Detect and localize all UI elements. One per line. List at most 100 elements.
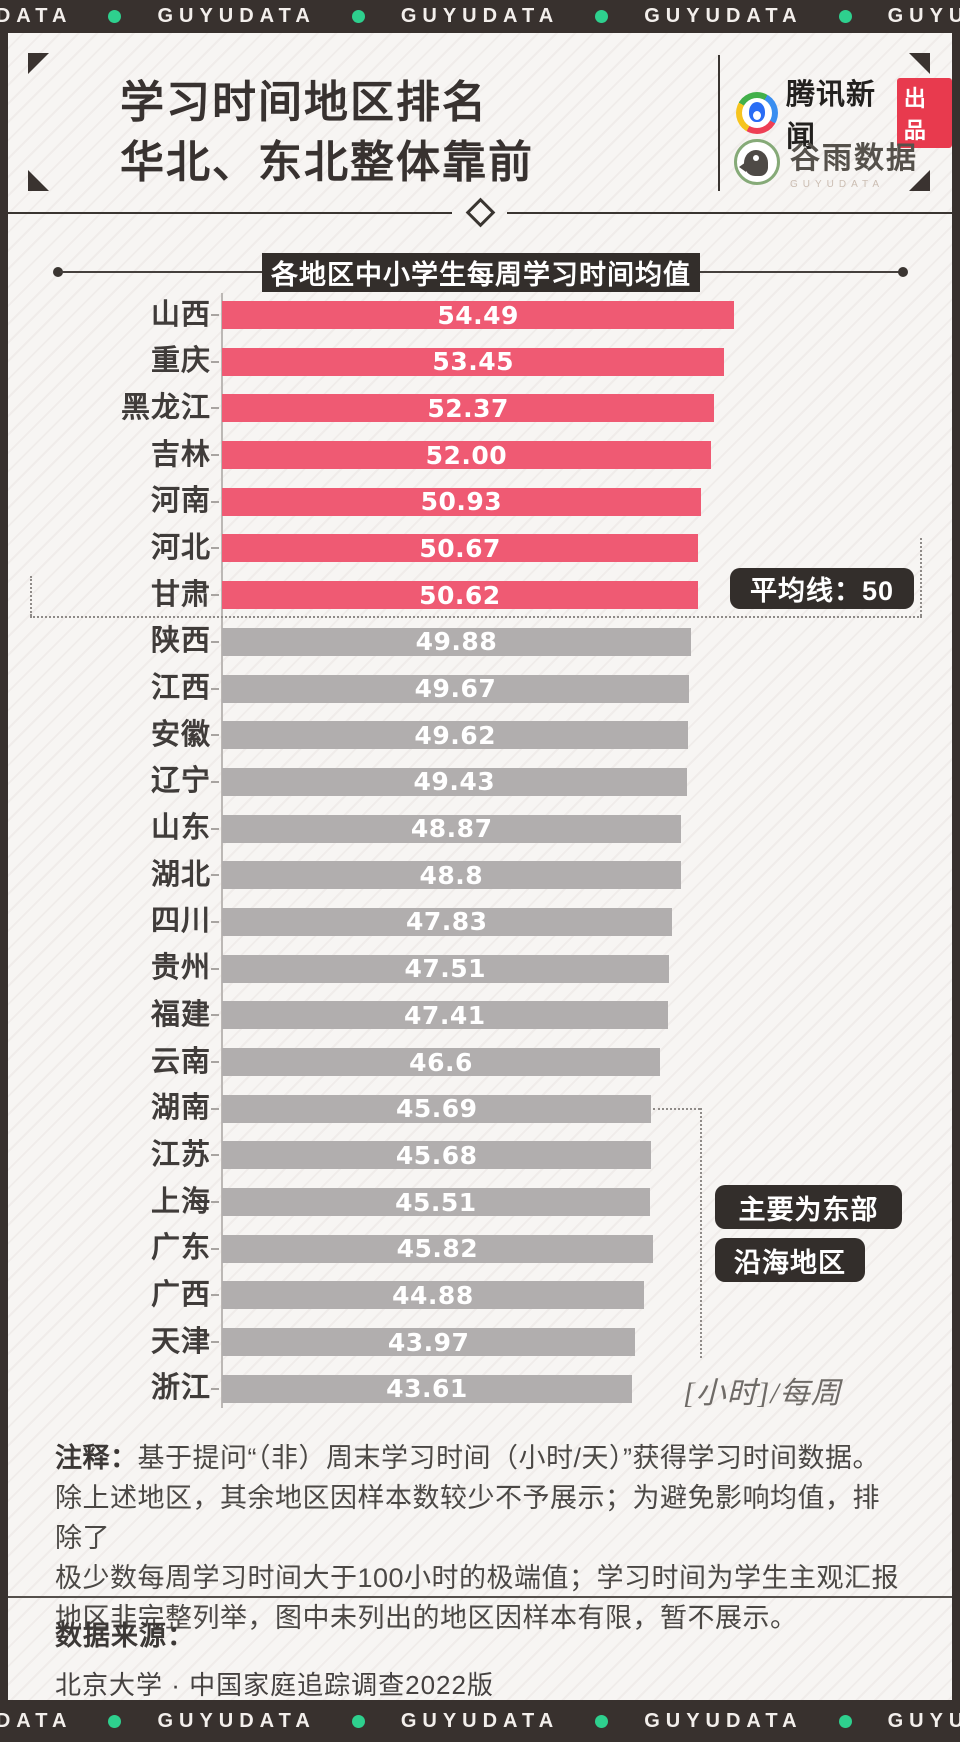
bar-row: 湖南 45.69: [8, 1094, 952, 1124]
bar-row: 甘肃 50.62: [8, 578, 952, 611]
region-label: 河南: [150, 485, 211, 518]
bar-value-label: 45.69: [395, 1094, 478, 1124]
bar-track: 43.61: [222, 1374, 739, 1403]
region-label: 重庆: [150, 345, 211, 378]
corner-mark-icon: [909, 170, 930, 191]
axis-tick: [211, 360, 219, 363]
bar-row: 江西 49.67: [8, 672, 952, 704]
bar-value-label: 49.43: [413, 767, 496, 797]
bar: 49.67: [222, 674, 689, 703]
region-label: 广西: [150, 1278, 211, 1311]
bar-row: 河南 50.93: [8, 485, 952, 518]
bar: 54.49: [222, 301, 735, 330]
note-line: 注释：基于提问“（非）周末学习时间（小时/天）”获得学习时间数据。: [55, 1443, 880, 1473]
banner-text: GUYUDATA: [644, 1709, 803, 1732]
region-label: 上海: [150, 1185, 211, 1218]
region-label: 江西: [150, 672, 211, 704]
region-label: 安徽: [150, 718, 211, 751]
bar: 47.41: [222, 1000, 668, 1030]
axis-tick: [211, 1107, 219, 1110]
ribbon-line-right: [700, 271, 901, 273]
region-label: 广东: [150, 1232, 211, 1265]
bar-value-label: 49.88: [415, 627, 498, 657]
region-label: 甘肃: [150, 578, 211, 611]
tencent-news-brand: 腾讯新闻 出品: [736, 71, 952, 155]
axis-tick: [211, 874, 219, 877]
corner-mark-icon: [909, 53, 930, 74]
bar: 47.83: [222, 907, 672, 937]
bar-value-label: 50.67: [419, 533, 501, 563]
data-source-label: 数据来源：: [55, 1621, 195, 1651]
bar-track: 44.88: [222, 1280, 739, 1310]
bar-track: 50.62: [222, 581, 739, 610]
region-label: 天津: [150, 1325, 211, 1358]
bar-row: 四川 47.83: [8, 905, 952, 938]
bar-track: 47.51: [222, 954, 739, 984]
unit-label: [小时]/每周: [683, 1377, 842, 1410]
bar-track: 48.87: [222, 814, 739, 843]
page-title-line2: 华北、东北整体靠前: [120, 138, 534, 187]
bar-value-label: 44.88: [392, 1280, 474, 1310]
bottom-guyudata-banner: GUYUDATA GUYUDATA GUYUDATA GUYUDATA GUYUDATA: [0, 1700, 960, 1742]
bar-row: 广西 44.88: [8, 1278, 952, 1311]
axis-tick: [211, 1061, 219, 1063]
page-title-line1: 学习时间地区排名: [120, 78, 488, 127]
banner-dot-icon: [838, 10, 852, 23]
east-bracket-top-dash: [653, 1108, 700, 1110]
footnote: 注释：基于提问“（非）周末学习时间（小时/天）”获得学习时间数据。 除上述地区，其…: [55, 1438, 905, 1638]
bar-track: 43.97: [222, 1327, 739, 1357]
bar-value-label: 47.83: [406, 907, 488, 937]
banner-text: GUYUDATA: [157, 5, 316, 27]
axis-tick: [211, 780, 219, 783]
banner-dot-icon: [595, 1714, 609, 1728]
logo-divider: [718, 55, 720, 191]
axis-tick: [211, 1014, 219, 1017]
banner-dot-icon: [595, 10, 609, 23]
corner-mark-icon: [28, 53, 49, 74]
bar-track: 49.67: [222, 674, 739, 703]
bar: 47.51: [222, 954, 669, 984]
bar-value-label: 47.51: [404, 954, 487, 984]
chart-title: 各地区中小学生每周学习时间均值: [262, 253, 700, 292]
bar-track: 48.8: [222, 861, 739, 890]
region-label: 四川: [150, 905, 211, 938]
data-source: 数据来源： 北京大学 · 中国家庭追踪调查2022版: [55, 1614, 494, 1702]
bar: 52.00: [222, 441, 711, 470]
bar-row: 上海 45.51: [8, 1185, 952, 1218]
bar-row: 山西 54.49: [8, 300, 952, 330]
bar-value-label: 47.41: [404, 1000, 486, 1030]
bar-track: 50.67: [222, 533, 739, 563]
chupin-badge: 出品: [896, 78, 952, 148]
note-line: 极少数每周学习时间大于100小时的极端值；学习时间为学生主观汇报: [55, 1563, 900, 1593]
banner-text: GUYUDATA: [400, 1709, 560, 1732]
region-label: 浙江: [150, 1372, 211, 1405]
banner-text: GUYUDATA: [157, 1709, 316, 1732]
axis-tick: [211, 640, 219, 643]
bar: 50.67: [222, 533, 699, 563]
axis-tick: [211, 1341, 219, 1344]
bar-row: 安徽 49.62: [8, 718, 952, 751]
guyu-data-brand: 谷雨数据 GUYUDATA: [734, 133, 918, 190]
east-annotation-badge-1: 主要为东部: [715, 1185, 902, 1229]
region-label: 辽宁: [150, 765, 211, 798]
bar: 53.45: [222, 347, 725, 376]
banner-dot-icon: [108, 1714, 122, 1728]
banner-dot-icon: [108, 10, 122, 23]
guyu-data-logo-icon: [734, 138, 780, 185]
bar: 45.68: [222, 1141, 652, 1170]
bar-track: 45.68: [222, 1141, 739, 1170]
bar: 48.8: [222, 861, 681, 890]
bar: 44.88: [222, 1280, 644, 1310]
bar-value-label: 43.97: [387, 1327, 470, 1357]
bar-value-label: 46.6: [409, 1047, 473, 1077]
bar-value-label: 45.51: [395, 1187, 477, 1217]
region-label: 河北: [150, 531, 211, 564]
bar-track: 46.6: [222, 1047, 739, 1077]
region-label: 黑龙江: [120, 391, 211, 424]
bar-track: 45.51: [222, 1187, 739, 1217]
bird-icon: [744, 149, 768, 176]
region-label: 云南: [150, 1045, 211, 1078]
banner-text: GUYUDATA: [0, 5, 73, 27]
ribbon-end-dot-icon: [898, 267, 908, 277]
